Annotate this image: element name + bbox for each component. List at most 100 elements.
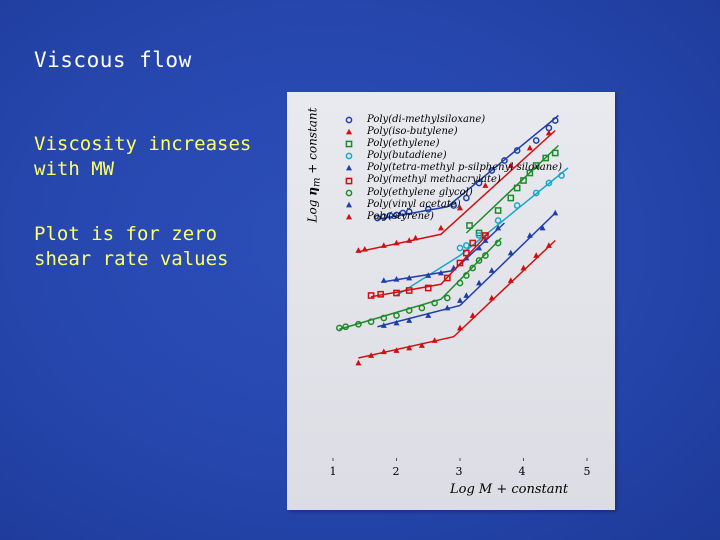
data-point-poly-ethylene-glycol	[456, 279, 464, 287]
legend-entry: Poly(di-methylsiloxane)	[343, 114, 562, 126]
data-point-poly-ethylene	[532, 162, 540, 169]
data-point-poly-iso-butylene	[361, 246, 368, 252]
legend-entry: Poly(iso-butylene)	[343, 126, 562, 138]
data-point-poly-methyl-methacrylate	[443, 274, 451, 282]
data-point-poly-ethylene-glycol	[443, 294, 451, 302]
data-point-poly-styrene	[457, 324, 463, 331]
legend-marker	[346, 201, 352, 208]
data-point-poly-di-methylsiloxane	[386, 212, 394, 219]
data-point-poly-iso-butylene	[507, 162, 514, 168]
data-point-poly-tetra-methyl-p-silphenyl-siloxane	[406, 274, 413, 281]
data-point-poly-butadiene	[545, 179, 553, 187]
legend-marker	[345, 116, 353, 124]
data-point-poly-tetra-methyl-p-silphenyl-siloxane	[495, 224, 502, 231]
data-point-poly-ethylene-glycol	[418, 304, 426, 312]
legend-marker-symbol	[345, 177, 353, 184]
legend-label: Poly(di-methylsiloxane)	[367, 114, 486, 125]
slide-title: Viscous flow	[34, 48, 192, 72]
data-point-poly-methyl-methacrylate	[377, 290, 384, 298]
data-point-poly-ethylene-glycol	[475, 257, 483, 264]
data-point-poly-methyl-methacrylate	[405, 287, 413, 294]
data-point-poly-tetra-methyl-p-silphenyl-siloxane	[380, 277, 387, 283]
data-point-poly-methyl-methacrylate	[393, 289, 400, 297]
legend-entry: Poly(vinyl acetate)	[343, 199, 562, 211]
data-point-poly-di-methylsiloxane	[488, 167, 496, 174]
data-point-poly-di-methylsiloxane	[399, 209, 407, 217]
data-point-poly-methyl-methacrylate	[424, 284, 432, 292]
data-point-poly-vinyl-acetate	[444, 304, 451, 311]
legend-entry: Poly(methyl methacrylate)	[343, 174, 562, 186]
legend-label: Poly(butadiene)	[367, 150, 447, 162]
legend-marker	[345, 177, 353, 184]
data-point-poly-ethylene	[494, 207, 502, 214]
data-point-poly-butadiene	[513, 202, 521, 209]
data-point-poly-methyl-methacrylate	[456, 259, 464, 267]
legend-entry: Poly(tetra-methyl p-silphenyl siloxane)	[343, 162, 562, 174]
x-axis-label: Log M + constant	[450, 482, 569, 497]
data-point-poly-methyl-methacrylate	[469, 239, 477, 247]
data-point-poly-ethylene-glycol	[342, 323, 350, 331]
data-point-poly-tetra-methyl-p-silphenyl-siloxane	[437, 269, 444, 276]
data-point-poly-butadiene	[463, 242, 470, 249]
data-point-poly-butadiene	[532, 189, 540, 197]
data-point-poly-styrene	[393, 347, 400, 353]
data-point-poly-ethylene-glycol	[405, 307, 413, 314]
data-point-poly-styrene	[418, 342, 425, 348]
data-point-poly-di-methylsiloxane	[393, 211, 400, 219]
data-point-poly-iso-butylene	[406, 237, 413, 243]
fit-line-poly-styrene	[358, 239, 556, 359]
legend-marker-symbol	[346, 213, 352, 220]
data-point-poly-styrene	[406, 344, 413, 351]
x-tick-label: 5	[583, 465, 591, 478]
legend-label: Poly(iso-butylene)	[367, 126, 458, 138]
data-point-poly-di-methylsiloxane	[475, 179, 483, 187]
legend-marker-symbol	[345, 189, 353, 196]
fit-line-poly-butadiene	[396, 167, 569, 297]
data-point-poly-vinyl-acetate	[488, 267, 495, 273]
legend-label: Poly(styrene)	[367, 210, 434, 222]
legend-marker	[346, 213, 352, 220]
legend-entry: Poly(butadiene)	[343, 150, 562, 162]
legend-marker-symbol	[346, 201, 352, 208]
data-point-poly-di-methylsiloxane	[501, 157, 508, 164]
data-point-poly-ethylene-glycol	[463, 272, 470, 279]
data-point-poly-iso-butylene	[482, 182, 489, 188]
legend-marker-symbol	[346, 128, 352, 135]
legend-marker	[345, 140, 353, 148]
fit-line-poly-vinyl-acetate	[377, 212, 556, 328]
data-point-poly-ethylene-glycol	[494, 239, 502, 247]
data-point-poly-ethylene	[526, 169, 534, 177]
data-point-poly-tetra-methyl-p-silphenyl-siloxane	[393, 276, 400, 282]
legend-marker-symbol	[345, 116, 353, 124]
fit-line-poly-iso-butylene	[358, 129, 556, 253]
data-point-poly-iso-butylene	[393, 239, 400, 246]
data-point-poly-vinyl-acetate	[425, 312, 432, 318]
data-point-poly-di-methylsiloxane	[532, 137, 540, 144]
data-point-poly-di-methylsiloxane	[513, 147, 521, 154]
legend-label: Poly(ethylene glycol)	[367, 186, 473, 198]
legend-marker-symbol	[345, 152, 353, 160]
data-point-poly-styrene	[488, 294, 495, 301]
data-point-poly-tetra-methyl-p-silphenyl-siloxane	[482, 237, 489, 243]
data-point-poly-styrene	[431, 337, 438, 343]
data-point-poly-styrene	[545, 242, 552, 248]
data-point-poly-vinyl-acetate	[406, 317, 413, 323]
x-tick-label: 4	[518, 465, 526, 478]
data-point-poly-styrene	[533, 252, 540, 258]
data-point-poly-vinyl-acetate	[526, 232, 533, 238]
data-point-poly-ethylene-glycol	[482, 252, 489, 259]
bullet-zero-shear: Plot is for zero shear rate values	[34, 223, 229, 270]
data-point-poly-ethylene-glycol	[469, 264, 477, 272]
data-point-poly-iso-butylene	[545, 129, 552, 136]
data-point-poly-ethylene	[475, 229, 483, 237]
data-point-poly-di-methylsiloxane	[551, 117, 559, 124]
x-tick-label: 1	[329, 465, 337, 478]
data-point-poly-vinyl-acetate	[476, 279, 483, 286]
data-point-poly-di-methylsiloxane	[374, 214, 381, 222]
legend-marker-symbol	[346, 165, 352, 171]
figure-panel	[287, 92, 615, 510]
data-point-poly-methyl-methacrylate	[463, 249, 470, 257]
legend-label: Poly(vinyl acetate)	[367, 198, 461, 210]
data-point-poly-methyl-methacrylate	[367, 292, 375, 299]
